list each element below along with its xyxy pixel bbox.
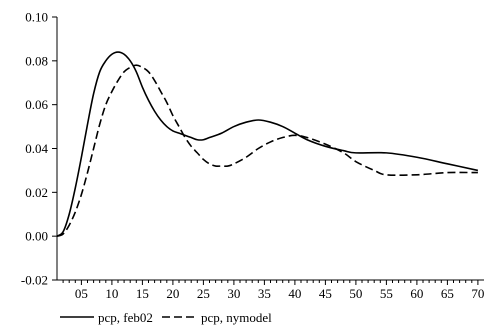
y-tick-label: 0.02 [25, 185, 48, 200]
x-tick-label: 60 [410, 286, 423, 301]
y-tick-label: 0.08 [25, 53, 48, 68]
y-tick-label: -0.02 [21, 273, 48, 288]
y-tick-label: 0.00 [25, 229, 48, 244]
plot-series [56, 51, 479, 237]
y-axis: -0.02 0.00 0.02 0.04 0.06 0.08 0.10 [21, 10, 58, 288]
x-tick-label: 50 [349, 286, 362, 301]
x-tick-label: 15 [136, 286, 149, 301]
x-tick-label: 05 [75, 286, 88, 301]
series-line-nymodel [56, 64, 478, 237]
x-tick-label: 55 [380, 286, 393, 301]
x-tick-label: 25 [197, 286, 210, 301]
x-axis: 05 10 15 20 25 30 35 40 45 50 55 60 65 70 [57, 279, 484, 301]
x-tick-label: 35 [258, 286, 271, 301]
legend-label-feb02: pcp, feb02 [98, 310, 153, 325]
x-tick-label: 70 [471, 286, 484, 301]
x-tick-label: 45 [319, 286, 332, 301]
y-tick-label: 0.04 [25, 141, 48, 156]
y-tick-label: 0.10 [25, 10, 48, 25]
x-tick-label: 65 [441, 286, 454, 301]
x-tick-label: 40 [288, 286, 301, 301]
x-tick-label: 30 [227, 286, 240, 301]
legend-label-nymodel: pcp, nymodel [201, 310, 272, 325]
x-tick-label: 20 [166, 286, 179, 301]
legend: pcp, feb02 pcp, nymodel [60, 310, 272, 325]
y-tick-label: 0.06 [25, 97, 48, 112]
series-line-feb02 [56, 51, 479, 237]
x-tick-label: 10 [105, 286, 118, 301]
